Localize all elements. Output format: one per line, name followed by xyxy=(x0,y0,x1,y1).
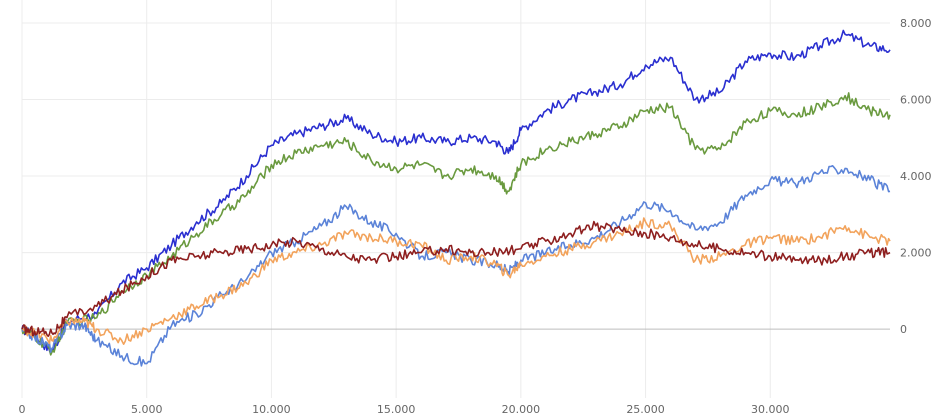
x-tick-label-6: 30.000 xyxy=(751,403,790,416)
series-line-1 xyxy=(21,92,891,356)
y-tick-label-4: 8.000 xyxy=(900,17,932,30)
y-tick-label-3: 6.000 xyxy=(900,94,932,107)
series-line-0 xyxy=(21,29,891,355)
y-axis-tick-labels: 0 2.000 4.000 6.000 8.000 xyxy=(900,17,932,336)
series-lines xyxy=(21,29,891,367)
x-tick-label-4: 20.000 xyxy=(502,403,541,416)
x-tick-label-2: 10.000 xyxy=(252,403,291,416)
x-tick-label-1: 5.000 xyxy=(131,403,163,416)
y-tick-label-2: 4.000 xyxy=(900,170,932,183)
x-tick-label-3: 15.000 xyxy=(377,403,416,416)
series-line-2 xyxy=(21,165,891,367)
y-tick-label-0: 0 xyxy=(900,323,907,336)
x-tick-label-5: 25.000 xyxy=(626,403,665,416)
x-tick-label-0: 0 xyxy=(19,403,26,416)
y-tick-label-1: 2.000 xyxy=(900,247,932,260)
series-line-3 xyxy=(21,217,891,346)
x-axis-tick-labels: 0 5.000 10.000 15.000 20.000 25.000 30.000 xyxy=(19,403,790,416)
series-line-4 xyxy=(21,220,891,338)
